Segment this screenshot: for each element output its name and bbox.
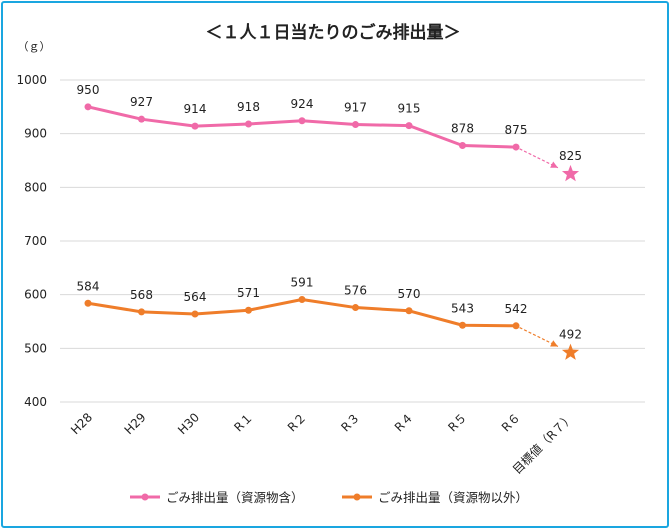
data-label: 878 bbox=[451, 121, 474, 135]
data-point bbox=[459, 141, 466, 149]
data-label: 918 bbox=[237, 100, 260, 114]
y-axis-ticks: 400 500 600 700 800 900 1000 bbox=[16, 73, 47, 409]
data-point bbox=[405, 307, 413, 315]
data-point bbox=[298, 295, 306, 303]
data-label: 564 bbox=[184, 290, 207, 304]
arrow-head bbox=[550, 340, 558, 347]
series-2: 584 568 564 571 591 576 570 543 542 492 bbox=[77, 275, 582, 360]
data-label: 584 bbox=[77, 279, 100, 293]
data-label: 917 bbox=[344, 101, 367, 115]
legend-item: ごみ排出量（資源物以外） bbox=[342, 490, 528, 505]
data-label: 543 bbox=[451, 301, 474, 315]
data-label: 915 bbox=[398, 102, 421, 116]
data-point bbox=[352, 304, 359, 312]
data-point bbox=[84, 103, 92, 111]
x-tick-label: R２ bbox=[285, 410, 309, 434]
chart-title: ＜１人１日当たりのごみ排出量＞ bbox=[206, 22, 461, 43]
y-tick-label: 700 bbox=[24, 234, 47, 248]
x-tick-label: H30 bbox=[175, 410, 202, 437]
x-tick-label: H29 bbox=[122, 410, 149, 437]
data-label: 542 bbox=[505, 302, 528, 316]
data-point bbox=[138, 115, 145, 123]
y-tick-label: 900 bbox=[24, 127, 47, 141]
trend-arrow bbox=[519, 148, 559, 169]
arrow-head bbox=[550, 161, 558, 168]
grid-lines bbox=[60, 79, 645, 403]
y-axis-unit: （ｇ） bbox=[18, 40, 51, 53]
data-point bbox=[84, 299, 92, 307]
target-star-marker bbox=[561, 164, 580, 182]
legend-label: ごみ排出量（資源物含） bbox=[166, 490, 304, 505]
data-point bbox=[191, 122, 199, 130]
y-tick-label: 600 bbox=[24, 288, 47, 302]
target-star-marker bbox=[561, 343, 580, 360]
data-point bbox=[298, 117, 306, 125]
y-tick-label: 800 bbox=[24, 180, 47, 194]
data-label: 576 bbox=[344, 284, 367, 298]
data-label: 924 bbox=[291, 97, 314, 111]
data-point bbox=[405, 122, 413, 130]
legend-label: ごみ排出量（資源物以外） bbox=[378, 490, 528, 505]
trend-arrow bbox=[519, 327, 559, 347]
data-point bbox=[245, 306, 252, 314]
x-tick-label: R４ bbox=[392, 410, 416, 434]
target-label: 825 bbox=[559, 149, 582, 163]
data-label: 914 bbox=[184, 102, 207, 116]
x-tick-label: R３ bbox=[338, 410, 362, 434]
legend-item: ごみ排出量（資源物含） bbox=[130, 490, 304, 505]
y-tick-label: 500 bbox=[24, 341, 47, 355]
legend-swatch-marker bbox=[141, 493, 149, 501]
target-label: 492 bbox=[559, 328, 582, 342]
x-tick-label: H28 bbox=[68, 410, 95, 437]
data-label: 927 bbox=[130, 95, 153, 109]
data-point bbox=[245, 120, 252, 128]
legend: ごみ排出量（資源物含） ごみ排出量（資源物以外） bbox=[130, 490, 528, 505]
data-label: 591 bbox=[291, 275, 314, 289]
x-tick-label: R５ bbox=[445, 410, 469, 434]
data-point bbox=[512, 322, 520, 330]
data-point bbox=[512, 143, 520, 151]
data-label: 571 bbox=[237, 286, 260, 300]
data-point bbox=[138, 308, 145, 316]
data-label: 568 bbox=[130, 288, 153, 302]
x-tick-label: R６ bbox=[499, 410, 523, 434]
data-point bbox=[459, 321, 466, 329]
series-1: 950 927 914 918 924 917 915 878 875 825 bbox=[77, 83, 582, 182]
y-tick-label: 1000 bbox=[16, 73, 47, 87]
legend-swatch-marker bbox=[353, 493, 361, 501]
data-label: 570 bbox=[398, 287, 421, 301]
x-tick-label: R１ bbox=[231, 410, 255, 434]
data-point bbox=[191, 310, 199, 318]
y-tick-label: 400 bbox=[24, 395, 47, 409]
data-point bbox=[352, 121, 359, 129]
data-label: 875 bbox=[505, 123, 528, 137]
data-label: 950 bbox=[77, 83, 100, 97]
